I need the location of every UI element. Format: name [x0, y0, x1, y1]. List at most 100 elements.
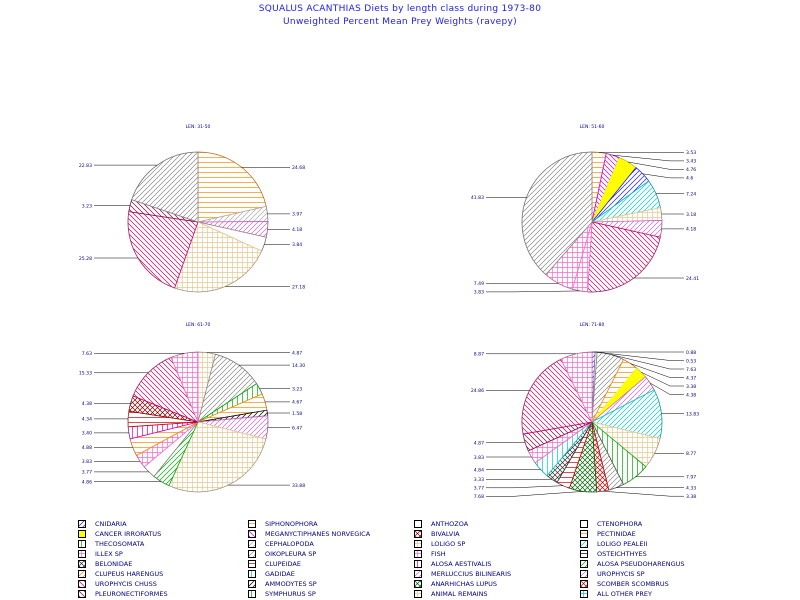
legend-label: ANTHOZOA [431, 520, 469, 528]
legend-swatch [78, 560, 86, 568]
legend-label: CNIDARIA [95, 520, 127, 528]
leader-line [627, 161, 684, 170]
legend-label: BELONIDAE [95, 560, 133, 568]
slice-value-label: 4.87 [292, 350, 302, 356]
legend-label: SYMPHURUS SP [265, 590, 316, 598]
legend-swatch [414, 550, 422, 558]
leader-line [610, 354, 684, 370]
pie-outline [127, 151, 269, 293]
slice-value-label: 25.28 [79, 256, 92, 262]
slice-value-label: 7.63 [686, 367, 696, 373]
slice-value-label: 4.76 [686, 167, 696, 173]
pie-outline [521, 151, 663, 293]
slice-value-label: 3.18 [686, 212, 696, 218]
pie-group-label: LEN: 51-60 [580, 124, 605, 130]
legend-swatch [78, 570, 86, 578]
pie-chart-2: LEN: 51-60 3.53 3.43 4.76 4.6 7.24 3.18 4.18 24.… [471, 124, 699, 296]
legend-swatch [414, 560, 422, 568]
legend-label: THECOSOMATA [95, 540, 145, 548]
legend-swatch [78, 550, 86, 558]
slice-value-label: 24.86 [471, 388, 484, 394]
leader-line [612, 154, 684, 162]
pie-slice [168, 421, 267, 493]
slice-value-label: 15.33 [79, 371, 92, 377]
legend-label: CTENOPHORA [597, 520, 643, 528]
legend-label: ALOSA PSEUDOHARENGUS [597, 560, 685, 568]
legend-label: FISH [431, 550, 446, 558]
slice-value-label: 1.58 [292, 411, 302, 417]
legend-swatch [580, 540, 588, 548]
legend-swatch [580, 580, 588, 588]
leader-line [486, 491, 583, 497]
slice-value-label: 14.30 [292, 363, 305, 369]
slice-value-label: 3.43 [686, 159, 696, 165]
slice-value-label: 3.40 [82, 431, 92, 437]
slice-value-label: 24.41 [686, 276, 699, 282]
slice-value-label: 4.6 [686, 176, 693, 182]
slice-value-label: 3.83 [82, 459, 92, 465]
legend-swatch [248, 550, 256, 558]
slice-value-label: 4.88 [82, 445, 92, 451]
slice-value-label: 3.53 [686, 150, 696, 156]
leader-line [486, 290, 580, 293]
legend-swatch [580, 590, 588, 598]
legend-swatch [248, 560, 256, 568]
legend-swatch [580, 520, 588, 528]
slice-value-label: 7.97 [686, 475, 696, 481]
pie-group-label: LEN: 61-70 [186, 322, 211, 328]
chart-title: SQUALUS ACANTHIAS Diets by length class … [258, 4, 542, 14]
slice-value-label: 4.84 [474, 467, 484, 473]
slice-value-label: 3.38 [686, 384, 696, 390]
slice-value-label: 27.18 [292, 284, 305, 290]
leader-line [630, 363, 684, 378]
pie-chart-4: LEN: 71-80 0.88 0.53 7.63 4.37 3.38 4.38 13.83 8… [471, 322, 699, 500]
legend-swatch [414, 530, 422, 538]
legend-label: CANCER IRRORATUS [95, 530, 162, 538]
pie-outline [127, 351, 269, 493]
legend-label: MEGANYCTIPHANES NORVEGICA [265, 530, 371, 538]
slice-value-label: 13.83 [686, 412, 699, 418]
slice-value-label: 3.97 [292, 212, 302, 218]
legend-swatch [248, 530, 256, 538]
legend-label: SIPHONOPHORA [265, 520, 318, 528]
legend-label: OIKOPLEURA SP [265, 550, 317, 558]
legend-label: GADIDAE [265, 570, 295, 578]
legend-swatch [248, 540, 256, 548]
slice-value-label: 3.77 [474, 486, 484, 492]
slice-value-label: 0.88 [686, 350, 696, 356]
slice-value-label: 3.83 [474, 290, 484, 296]
slice-value-label: 4.86 [82, 479, 92, 485]
legend-label: ILLEX SP [95, 550, 123, 558]
leader-line [486, 485, 564, 489]
legend-label: CLUPEUS HARENGUS [95, 570, 164, 578]
chart-subtitle: Unweighted Percent Mean Prey Weights (ra… [283, 17, 517, 27]
pie-chart-1: LEN: 31-50 24.68 3.97 4.18 3.84 27.18 22.83 3.2… [79, 124, 305, 293]
legend-swatch [78, 590, 86, 598]
legend-label: ALOSA AESTIVALIS [431, 560, 492, 568]
slice-value-label: 4.18 [292, 227, 302, 233]
legend-label: UROPHYCIS SP [597, 570, 645, 578]
legend-label: AMMODYTES SP [265, 580, 317, 588]
slice-value-label: 41.83 [471, 195, 484, 201]
slice-value-label: 3.77 [82, 470, 92, 476]
legend-swatch [414, 570, 422, 578]
legend-label: ANIMAL REMAINS [431, 590, 488, 598]
legend-label: ALL OTHER PREY [597, 590, 652, 598]
slice-value-label: 4.37 [686, 375, 696, 381]
slice-value-label: 4.34 [82, 417, 92, 423]
slice-value-label: 7.63 [82, 351, 92, 357]
slice-value-label: 8.77 [686, 451, 696, 457]
slice-value-label: 3.23 [82, 203, 92, 209]
legend-swatch [580, 550, 588, 558]
legend-swatch [580, 570, 588, 578]
slice-value-label: 33.88 [292, 483, 305, 489]
legend-label: PECTINIDAE [597, 530, 636, 538]
legend-swatch [248, 570, 256, 578]
leader-line [602, 490, 684, 497]
slice-value-label: 22.83 [79, 163, 92, 169]
slice-value-label: 4.33 [686, 485, 696, 491]
pie-chart-3: LEN: 61-70 4.87 14.30 3.23 4.67 1.58 6.47 33.88… [79, 322, 305, 493]
slice-value-label: 7.68 [474, 494, 484, 500]
legend-swatch [414, 520, 422, 528]
